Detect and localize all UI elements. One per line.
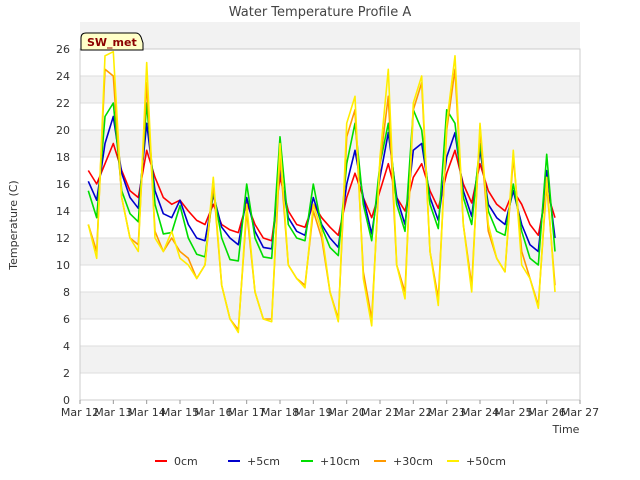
y-tick-label: 20	[56, 124, 70, 137]
grid-bands	[80, 22, 580, 373]
y-tick-label: 0	[63, 394, 70, 407]
grid-band	[80, 292, 580, 319]
station-tag: SW_met	[80, 32, 144, 51]
station-tag-label: SW_met	[87, 36, 137, 49]
y-tick-label: 14	[56, 205, 70, 218]
legend-label: +30cm	[393, 455, 433, 468]
y-tick-label: 4	[63, 340, 70, 353]
x-tick-label: Mar 22	[394, 406, 432, 419]
x-tick-label: Mar 12	[61, 406, 99, 419]
x-tick-label: Mar 18	[261, 406, 299, 419]
grid-band	[80, 130, 580, 157]
y-tick-label: 8	[63, 286, 70, 299]
series-line-4	[87, 50, 556, 334]
station-tag-box	[80, 32, 144, 51]
plot-area	[79, 48, 581, 401]
grid-band	[80, 76, 580, 103]
y-axis-label: Temperature (C)	[7, 180, 20, 270]
y-tick-label: 2	[63, 367, 70, 380]
x-tick-label: Mar 21	[361, 406, 399, 419]
x-tick-label: Mar 16	[194, 406, 232, 419]
series-layer	[87, 50, 556, 334]
x-axis-label: Time	[552, 423, 580, 436]
x-tick-label: Mar 14	[128, 406, 166, 419]
grid-band	[80, 346, 580, 373]
x-tick-label: Mar 19	[294, 406, 332, 419]
x-tick-label: Mar 20	[328, 406, 366, 419]
y-tick-label: 18	[56, 151, 70, 164]
legend-label: +10cm	[320, 455, 360, 468]
legend-label: 0cm	[174, 455, 198, 468]
x-tick-label: Mar 15	[161, 406, 199, 419]
y-tick-label: 24	[56, 70, 70, 83]
y-tick-label: 6	[63, 313, 70, 326]
y-tick-label: 12	[56, 232, 70, 245]
x-tick-label: Mar 25	[494, 406, 532, 419]
x-tick-label: Mar 26	[528, 406, 566, 419]
x-tick-label: Mar 27	[561, 406, 599, 419]
y-tick-label: 26	[56, 43, 70, 56]
legend-label: +50cm	[466, 455, 506, 468]
legend: 0cm +5cm +10cm +30cm +50cm	[155, 455, 506, 468]
grid-band	[80, 22, 580, 49]
x-tick-label: Mar 23	[428, 406, 466, 419]
y-tick-label: 16	[56, 178, 70, 191]
legend-label: +5cm	[247, 455, 280, 468]
x-tick-label: Mar 13	[94, 406, 132, 419]
chart-title: Water Temperature Profile A	[229, 5, 412, 20]
x-tick-label: Mar 24	[461, 406, 499, 419]
x-tick-label: Mar 17	[228, 406, 266, 419]
y-tick-label: 22	[56, 97, 70, 110]
y-tick-label: 10	[56, 259, 70, 272]
